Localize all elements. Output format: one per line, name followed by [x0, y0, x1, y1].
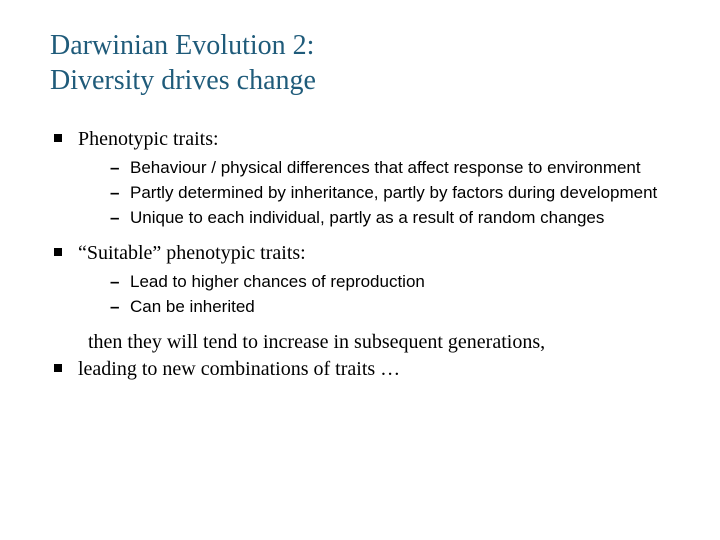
sub-item: Lead to higher chances of reproduction — [106, 271, 680, 294]
sub-text: Lead to higher chances of reproduction — [130, 272, 425, 291]
sublist-phenotypic: Behaviour / physical differences that af… — [78, 157, 680, 230]
sub-text: Can be inherited — [130, 297, 255, 316]
sub-text: Partly determined by inheritance, partly… — [130, 183, 657, 202]
title-line-1: Darwinian Evolution 2: — [50, 30, 314, 61]
title-line-2: Diversity drives change — [50, 65, 316, 96]
slide-title: Darwinian Evolution 2: Diversity drives … — [50, 28, 680, 98]
followup-text: then they will tend to increase in subse… — [50, 329, 680, 356]
sub-text: Behaviour / physical differences that af… — [130, 158, 641, 177]
bullet-label: leading to new combinations of traits … — [78, 358, 400, 380]
followup-line: then they will tend to increase in subse… — [78, 329, 680, 356]
sub-item: Can be inherited — [106, 296, 680, 319]
sub-text: Unique to each individual, partly as a r… — [130, 208, 604, 227]
sub-item: Unique to each individual, partly as a r… — [106, 207, 680, 230]
bullet-label: “Suitable” phenotypic traits: — [78, 242, 306, 264]
content-list: Phenotypic traits: Behaviour / physical … — [50, 126, 680, 383]
sublist-suitable: Lead to higher chances of reproduction C… — [78, 271, 680, 319]
sub-item: Behaviour / physical differences that af… — [106, 157, 680, 180]
bullet-label: Phenotypic traits: — [78, 128, 219, 150]
bullet-phenotypic-traits: Phenotypic traits: Behaviour / physical … — [50, 126, 680, 230]
bullet-leading-to: leading to new combinations of traits … — [50, 356, 680, 383]
sub-item: Partly determined by inheritance, partly… — [106, 182, 680, 205]
bullet-suitable-traits: “Suitable” phenotypic traits: Lead to hi… — [50, 240, 680, 319]
